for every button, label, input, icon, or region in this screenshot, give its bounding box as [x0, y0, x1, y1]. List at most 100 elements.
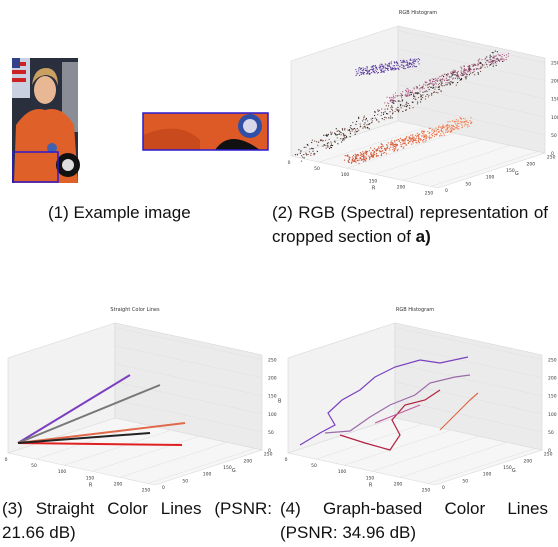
scatter-point	[425, 139, 427, 142]
scatter-point	[416, 86, 418, 88]
scatter-point	[380, 114, 382, 116]
scatter-point	[327, 134, 329, 136]
scatter-point	[359, 71, 361, 73]
scatter-point	[378, 121, 380, 123]
scatter-point	[454, 70, 456, 72]
scatter-point	[452, 71, 454, 74]
scatter-point	[405, 89, 407, 91]
scatter-point	[371, 120, 373, 122]
scatter-point	[391, 101, 393, 104]
scatter-point	[460, 69, 462, 71]
scatter-point	[386, 67, 388, 69]
scatter-point	[381, 150, 384, 152]
scatter-point	[378, 147, 380, 149]
scatter-point	[433, 80, 435, 83]
scatter-point	[437, 79, 439, 81]
scatter-point	[468, 67, 470, 69]
color-line	[17, 432, 151, 444]
scatter-point	[361, 69, 363, 71]
scatter-point	[401, 94, 403, 96]
scatter-point	[422, 140, 424, 142]
scatter-point	[415, 134, 417, 136]
scatter-point	[425, 90, 427, 92]
scatter-point	[387, 67, 389, 70]
scatter-point	[421, 135, 423, 137]
scatter-point	[400, 145, 402, 147]
scatter-point	[341, 141, 343, 143]
scatter-point	[317, 144, 319, 146]
scatter-point	[393, 97, 395, 99]
scatter-point	[371, 68, 373, 70]
scatter-point	[405, 103, 407, 105]
scatter-point	[478, 58, 481, 60]
scatter-point	[413, 62, 415, 65]
scatter-point	[402, 141, 404, 143]
scatter-point	[400, 92, 402, 95]
scatter-point	[462, 73, 464, 75]
scatter-point	[330, 141, 332, 143]
scatter-point	[417, 96, 419, 99]
scatter-point	[491, 60, 493, 63]
scatter-point	[469, 70, 471, 72]
scatter-point	[440, 90, 442, 93]
scatter-point	[461, 121, 464, 123]
r-tick-label: 200	[394, 481, 403, 487]
scatter-point	[391, 105, 393, 107]
g-tick-label: 0	[442, 485, 445, 491]
scatter-point	[352, 154, 355, 157]
scatter-point	[438, 82, 441, 85]
axis-label: G	[515, 171, 519, 177]
scatter-point	[404, 138, 406, 141]
scatter-point	[380, 151, 382, 153]
scatter-point	[465, 120, 467, 122]
scatter-point	[419, 137, 421, 140]
scatter-point	[370, 151, 372, 154]
scatter-point	[476, 67, 478, 70]
scatter-point	[393, 150, 395, 152]
scatter-point	[344, 154, 346, 157]
scatter-point	[326, 133, 328, 136]
scatter-point	[464, 123, 466, 125]
r-tick-label: 50	[31, 463, 37, 469]
scatter-point	[349, 136, 351, 138]
g-tick-label: 50	[465, 181, 471, 187]
scatter-point	[360, 67, 363, 70]
scatter-point	[422, 96, 424, 99]
scatter-point	[454, 71, 456, 73]
scatter-point	[375, 154, 377, 156]
scatter-point	[413, 139, 415, 142]
scatter-point	[424, 81, 426, 83]
scatter-point	[431, 83, 433, 85]
grid-line	[394, 417, 543, 451]
scatter-point	[460, 123, 462, 125]
scatter-point	[303, 153, 305, 156]
scatter-point	[437, 128, 439, 130]
scatter-point	[327, 146, 329, 148]
scatter-point	[406, 139, 409, 141]
scatter-point	[454, 74, 457, 76]
scatter-point	[386, 65, 389, 67]
scatter-point	[493, 63, 495, 65]
scatter-point	[497, 59, 500, 61]
scatter-point	[422, 94, 424, 96]
scatter-point	[429, 83, 431, 85]
scatter-point	[461, 127, 463, 129]
scatter-point	[378, 66, 380, 68]
scatter-point	[354, 160, 356, 162]
scatter-point	[328, 138, 330, 141]
r-tick-label: 100	[58, 469, 67, 475]
scatter-point	[383, 65, 385, 67]
scatter-point	[365, 160, 367, 162]
scatter-point	[378, 109, 380, 112]
scatter-point	[495, 64, 497, 67]
scatter-point	[431, 81, 434, 83]
axis-label: R	[369, 483, 373, 489]
scatter-point	[412, 97, 415, 100]
scatter-point	[359, 152, 362, 154]
scatter-point	[361, 159, 363, 161]
scatter-point	[434, 133, 436, 135]
scatter-point	[362, 151, 364, 153]
scatter-point	[374, 110, 376, 113]
scatter-point	[380, 71, 382, 73]
scatter-point	[324, 144, 326, 147]
